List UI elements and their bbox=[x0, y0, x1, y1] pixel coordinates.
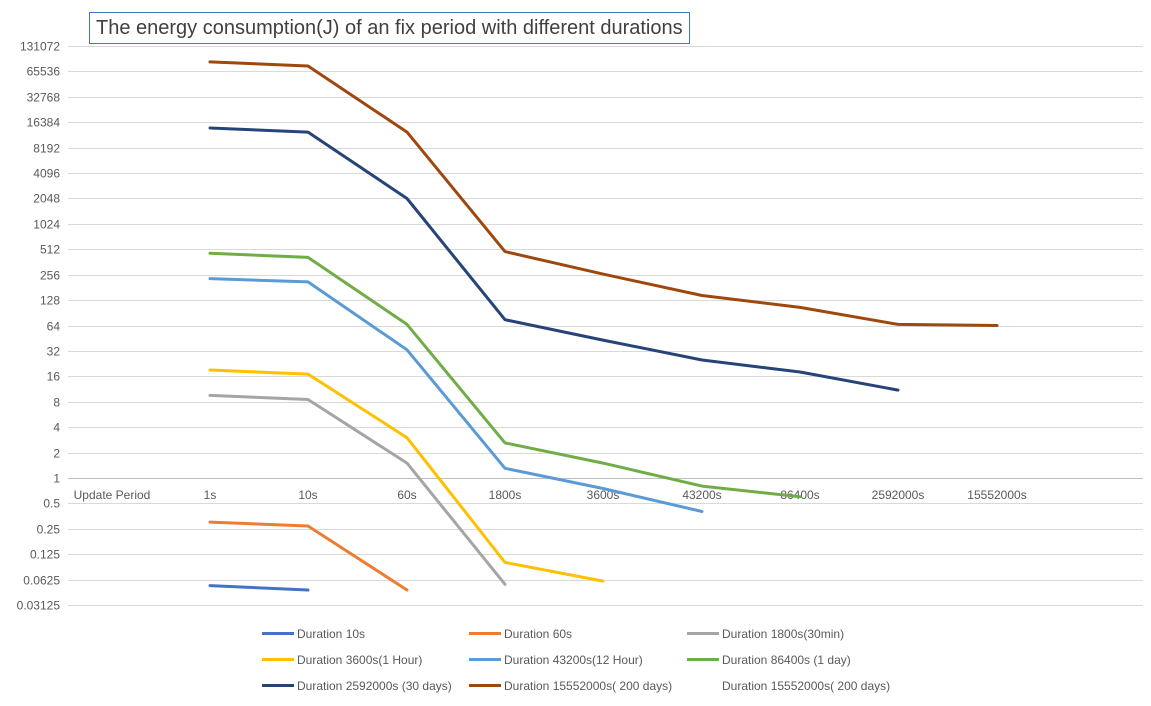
x-tick-label: 10s bbox=[298, 488, 317, 502]
y-tick-label: 256 bbox=[40, 269, 60, 283]
y-tick-label: 2048 bbox=[33, 192, 60, 206]
x-tick-label: 1800s bbox=[489, 488, 522, 502]
legend-item: Duration 10s bbox=[262, 622, 365, 644]
x-tick-label: 1s bbox=[204, 488, 217, 502]
series-line bbox=[208, 126, 900, 392]
y-tick-label: 65536 bbox=[27, 65, 61, 79]
legend-item: Duration 15552000s( 200 days) bbox=[469, 674, 672, 696]
series-line bbox=[208, 584, 310, 592]
y-tick-label: 0.5 bbox=[43, 497, 60, 511]
y-tick-label: 32768 bbox=[27, 91, 61, 105]
y-axis-ticks: 131072 65536 32768 16384 8192 4096 2048 1024 512… bbox=[17, 40, 61, 613]
gridlines bbox=[68, 46, 1143, 606]
y-tick-label: 1 bbox=[53, 472, 60, 486]
legend-label: Duration 10s bbox=[297, 626, 366, 641]
y-tick-label: 8192 bbox=[33, 142, 60, 156]
y-tick-label: 64 bbox=[47, 320, 61, 334]
series-line bbox=[208, 277, 704, 513]
legend-item: Duration 3600s(1 Hour) bbox=[262, 648, 422, 670]
series-line bbox=[208, 60, 999, 327]
y-tick-label: 2 bbox=[53, 447, 60, 461]
y-tick-label: 128 bbox=[40, 294, 60, 308]
series-line bbox=[208, 520, 409, 592]
y-tick-label: 32 bbox=[47, 345, 61, 359]
y-tick-label: 131072 bbox=[20, 40, 60, 54]
y-tick-label: 512 bbox=[40, 243, 60, 257]
legend-swatch bbox=[262, 684, 294, 688]
x-tick-label: Update Period bbox=[74, 488, 151, 502]
legend-item: Duration 60s bbox=[469, 622, 572, 644]
legend-label: Duration 3600s(1 Hour) bbox=[297, 652, 423, 667]
x-axis-ticks: Update Period 1s 10s 60s 1800s 3600s 43200s 864… bbox=[74, 488, 1027, 502]
x-tick-label: 15552000s bbox=[967, 488, 1026, 502]
x-tick-label: 86400s bbox=[780, 488, 819, 502]
legend-swatch bbox=[469, 632, 501, 636]
legend-swatch bbox=[469, 658, 501, 662]
x-tick-label: 2592000s bbox=[872, 488, 925, 502]
x-tick-label: 43200s bbox=[682, 488, 721, 502]
legend-label: Duration 15552000s( 200 days) bbox=[722, 678, 891, 693]
series-line bbox=[208, 368, 605, 583]
y-tick-label: 0.125 bbox=[30, 548, 60, 562]
legend-label: Duration 43200s(12 Hour) bbox=[504, 652, 643, 667]
legend-swatch bbox=[687, 632, 719, 636]
y-tick-label: 0.25 bbox=[37, 523, 61, 537]
y-tick-label: 8 bbox=[53, 396, 60, 410]
legend-swatch bbox=[262, 632, 294, 636]
y-tick-label: 16384 bbox=[27, 116, 61, 130]
chart-title: The energy consumption(J) of an fix peri… bbox=[89, 12, 690, 44]
legend-swatch bbox=[687, 658, 719, 662]
legend-item: Duration 2592000s (30 days) bbox=[262, 674, 452, 696]
legend-item: Duration 1800s(30min) bbox=[687, 622, 844, 644]
series-line bbox=[208, 251, 802, 499]
legend-swatch bbox=[262, 658, 294, 662]
legend-item: Duration 43200s(12 Hour) bbox=[469, 648, 643, 670]
series-lines bbox=[208, 60, 999, 592]
legend-label: Duration 1800s(30min) bbox=[722, 626, 845, 641]
legend-label: Duration 2592000s (30 days) bbox=[297, 678, 452, 693]
legend-label: Duration 86400s (1 day) bbox=[722, 652, 851, 667]
y-tick-label: 1024 bbox=[33, 218, 60, 232]
x-tick-label: 60s bbox=[397, 488, 416, 502]
series-line bbox=[208, 393, 507, 586]
y-tick-label: 0.03125 bbox=[17, 599, 61, 613]
legend-label: Duration 60s bbox=[504, 626, 573, 641]
legend-swatch bbox=[687, 684, 719, 687]
legend-item: Duration 15552000s( 200 days) bbox=[687, 674, 890, 696]
legend-swatch bbox=[469, 684, 501, 688]
legend-label: Duration 15552000s( 200 days) bbox=[504, 678, 673, 693]
y-tick-label: 0.0625 bbox=[23, 574, 60, 588]
y-tick-label: 4 bbox=[53, 421, 60, 435]
legend-item: Duration 86400s (1 day) bbox=[687, 648, 851, 670]
y-tick-label: 4096 bbox=[33, 167, 60, 181]
y-tick-label: 16 bbox=[47, 370, 61, 384]
